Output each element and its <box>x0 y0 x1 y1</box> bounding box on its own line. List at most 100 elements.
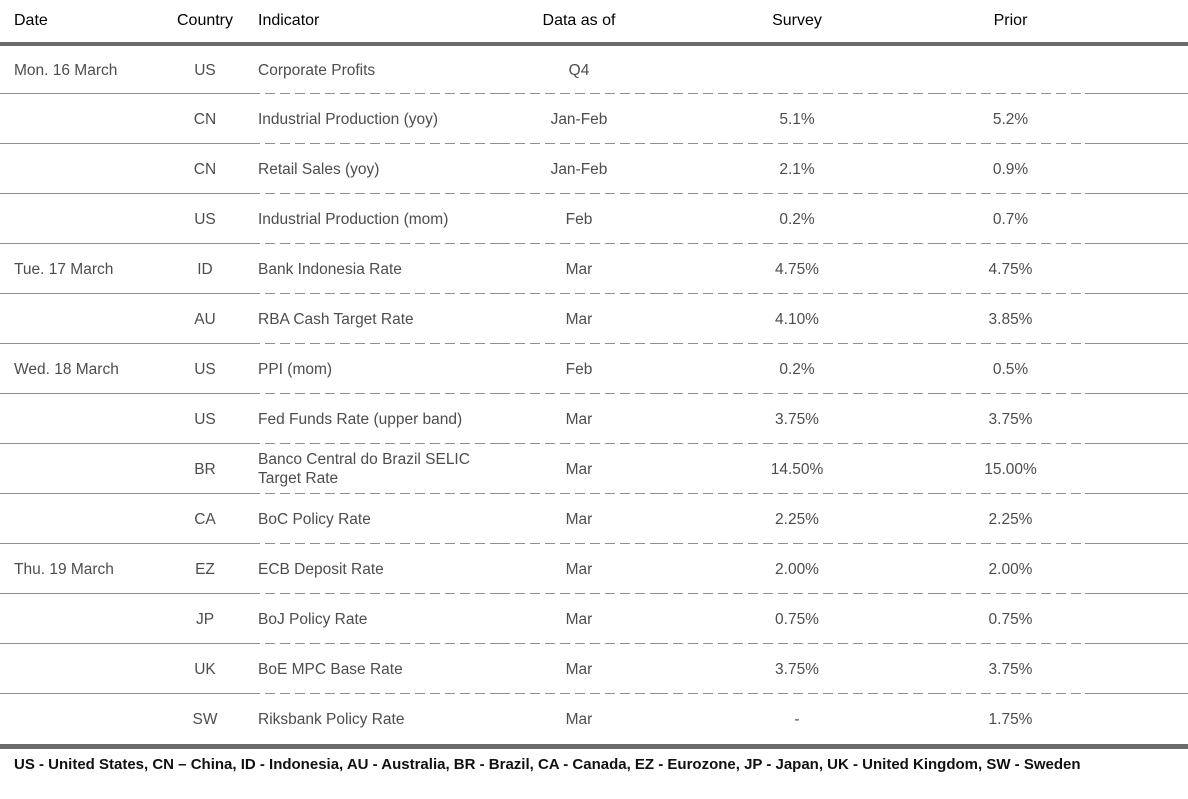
cell-country: US <box>160 194 250 244</box>
cell-country: SW <box>192 710 218 728</box>
cell-indicator: Bank Indonesia Rate <box>250 244 500 294</box>
cell-prior: 3.75% <box>936 394 1085 444</box>
table-body: Mon. 16 March US Corporate Profits Q4 CN… <box>0 44 1188 744</box>
cell-date <box>0 394 160 444</box>
cell-prior: 15.00% <box>936 444 1085 494</box>
cell-indicator: BoJ Policy Rate <box>250 594 500 644</box>
cell-prior: 2.00% <box>936 544 1085 594</box>
cell-prior: 0.7% <box>936 194 1085 244</box>
cell-prior: 0.5% <box>936 344 1085 394</box>
cell-survey <box>658 44 936 94</box>
cell-data-as-of: Feb <box>500 194 658 244</box>
column-header-country: Country <box>160 0 250 46</box>
cell-indicator: Fed Funds Rate (upper band) <box>250 394 500 444</box>
cell-indicator: RBA Cash Target Rate <box>250 294 500 344</box>
cell-country: BR <box>160 444 250 494</box>
column-header-survey: Survey <box>658 0 936 46</box>
cell-survey: 0.75% <box>658 594 936 644</box>
cell-date <box>0 194 160 244</box>
cell-survey: 4.75% <box>658 244 936 294</box>
column-header-date: Date <box>0 0 160 46</box>
cell-indicator: Corporate Profits <box>250 44 500 94</box>
cell-data-as-of: Mar <box>500 544 658 594</box>
cell-survey: 5.1% <box>658 94 936 144</box>
cell-date <box>0 144 160 194</box>
cell-data-as-of: Jan-Feb <box>500 144 658 194</box>
cell-date: Thu. 19 March <box>0 544 160 594</box>
cell-indicator: ECB Deposit Rate <box>250 544 500 594</box>
cell-date <box>0 294 160 344</box>
cell-data-as-of: Mar <box>500 644 658 694</box>
cell-indicator: Retail Sales (yoy) <box>250 144 500 194</box>
cell-date <box>0 444 160 494</box>
cell-data-as-of: Mar <box>500 594 658 644</box>
cell-prior: 4.75% <box>936 244 1085 294</box>
cell-spacer <box>1085 344 1188 394</box>
cell-country: UK <box>160 644 250 694</box>
cell-spacer <box>1085 644 1188 694</box>
table-row: Mon. 16 March US Corporate Profits Q4 <box>0 44 1188 94</box>
cell-prior: 0.9% <box>936 144 1085 194</box>
cell-survey: 3.75% <box>658 644 936 694</box>
cell-date <box>0 694 160 744</box>
cell-date <box>0 594 160 644</box>
table-row: CN Industrial Production (yoy) Jan-Feb 5… <box>0 94 1188 144</box>
cell-indicator: Riksbank Policy Rate <box>258 710 405 728</box>
cell-spacer <box>1085 394 1188 444</box>
cell-survey: 2.25% <box>658 494 936 544</box>
table-row: UK BoE MPC Base Rate Mar 3.75% 3.75% <box>0 644 1188 694</box>
cell-date <box>0 494 160 544</box>
cell-survey: 3.75% <box>658 394 936 444</box>
table-row: CA BoC Policy Rate Mar 2.25% 2.25% <box>0 494 1188 544</box>
cell-country: ID <box>160 244 250 294</box>
cell-indicator: Industrial Production (yoy) <box>250 94 500 144</box>
table-row: BR Banco Central do Brazil SELIC Target … <box>0 444 1188 494</box>
table-row: Wed. 18 March US PPI (mom) Feb 0.2% 0.5% <box>0 344 1188 394</box>
cell-spacer <box>1085 294 1188 344</box>
cell-spacer <box>1085 544 1188 594</box>
table-row: AU RBA Cash Target Rate Mar 4.10% 3.85% <box>0 294 1188 344</box>
legend-text: US - United States, CN – China, ID - Ind… <box>14 756 1081 773</box>
cell-prior: 3.75% <box>936 644 1085 694</box>
cell-date <box>0 644 160 694</box>
cell-indicator: PPI (mom) <box>250 344 500 394</box>
cell-spacer <box>1085 494 1188 544</box>
cell-spacer <box>1085 194 1188 244</box>
cell-prior: 3.85% <box>936 294 1085 344</box>
cell-spacer <box>1085 694 1188 744</box>
cell-date: Tue. 17 March <box>0 244 160 294</box>
cell-data-as-of: Mar <box>500 494 658 544</box>
cell-prior <box>936 44 1085 94</box>
table-row: Tue. 17 March ID Bank Indonesia Rate Mar… <box>0 244 1188 294</box>
cell-country: CN <box>160 94 250 144</box>
cell-country: US <box>160 394 250 444</box>
cell-country: US <box>160 344 250 394</box>
header-row: Date Country Indicator Data as of Survey… <box>0 0 1188 46</box>
cell-indicator: Industrial Production (mom) <box>250 194 500 244</box>
cell-spacer <box>1085 244 1188 294</box>
cell-prior: 0.75% <box>936 594 1085 644</box>
cell-survey: 2.1% <box>658 144 936 194</box>
cell-date <box>0 94 160 144</box>
cell-country: CN <box>160 144 250 194</box>
cell-date: Mon. 16 March <box>0 44 160 94</box>
cell-survey: 0.2% <box>658 194 936 244</box>
cell-date: Wed. 18 March <box>0 344 160 394</box>
cell-survey: 14.50% <box>658 444 936 494</box>
table-header: Date Country Indicator Data as of Survey… <box>0 0 1188 46</box>
table-row: US Industrial Production (mom) Feb 0.2% … <box>0 194 1188 244</box>
cell-indicator: BoC Policy Rate <box>250 494 500 544</box>
table-row: US Fed Funds Rate (upper band) Mar 3.75%… <box>0 394 1188 444</box>
cell-spacer <box>1085 44 1188 94</box>
cell-data-as-of: Mar <box>500 394 658 444</box>
table-row: SW Riksbank Policy Rate Mar - 1.75% <box>0 694 1188 744</box>
cell-country: EZ <box>160 544 250 594</box>
cell-spacer <box>1085 444 1188 494</box>
cell-country: CA <box>160 494 250 544</box>
cell-indicator: Banco Central do Brazil SELIC Target Rat… <box>250 444 500 494</box>
cell-country: JP <box>160 594 250 644</box>
cell-data-as-of: Mar <box>565 710 593 728</box>
column-header-data-as-of: Data as of <box>500 0 658 46</box>
table-row: Thu. 19 March EZ ECB Deposit Rate Mar 2.… <box>0 544 1188 594</box>
cell-data-as-of: Q4 <box>500 44 658 94</box>
